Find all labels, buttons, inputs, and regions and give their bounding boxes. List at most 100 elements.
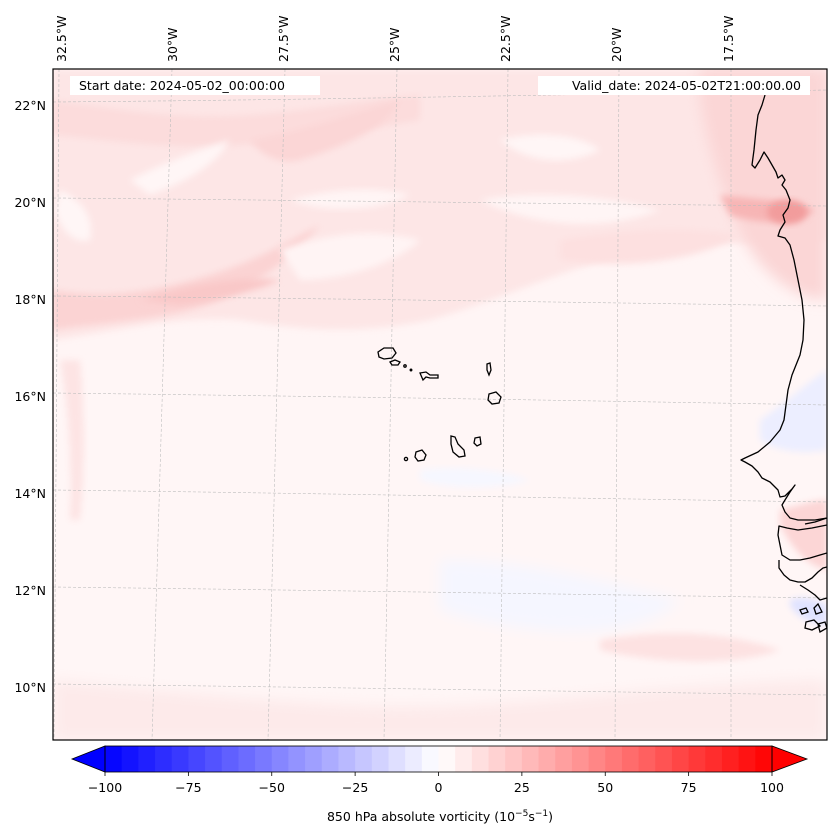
vorticity-band [700, 69, 827, 300]
vorticity-band [250, 100, 400, 162]
lat-tick-label: 10°N [14, 680, 46, 695]
island-santiago [450, 435, 466, 458]
lat-tick-label: 18°N [14, 292, 46, 307]
vorticity-field [53, 69, 827, 740]
colorbar-tick-label: 75 [681, 780, 697, 795]
island-bijagos-3 [804, 619, 822, 631]
island-bijagos-1 [799, 607, 809, 615]
start-date-box [70, 76, 320, 95]
colorbar-cell [538, 746, 556, 772]
lon-tick-label: 25°W [387, 27, 402, 62]
vorticity-band [53, 225, 320, 330]
lon-tick-label: 32.5°W [54, 16, 69, 62]
colorbar-cell [188, 746, 206, 772]
colorbar-cell [138, 746, 156, 772]
colorbar-cell [405, 746, 423, 772]
lon-tick-label: 22.5°W [498, 16, 513, 62]
colorbar-cell [655, 746, 673, 772]
coastline-guinea [799, 584, 827, 601]
colorbar-ticks: −100 −75 −50 −25 0 25 50 75 100 [88, 772, 784, 795]
colorbar-cell [455, 746, 473, 772]
lon-tick-label: 20°W [609, 27, 624, 62]
meridian [499, 69, 509, 740]
coastline-guinea-bissau [778, 560, 827, 583]
vorticity-band [280, 233, 420, 280]
vorticity-band [560, 229, 740, 264]
colorbar-tick-label: 0 [435, 780, 443, 795]
colorbar: −100 −75 −50 −25 0 25 50 75 100 850 hPa absolute… [70, 745, 809, 824]
colorbar-cell [105, 746, 123, 772]
meridian [53, 69, 60, 740]
lat-tick-label: 22°N [14, 98, 46, 113]
coastline-senegal-south [777, 524, 827, 561]
colorbar-cell [305, 746, 323, 772]
vorticity-band [600, 633, 780, 662]
colorbar-cell [421, 746, 440, 772]
island-sal [486, 362, 492, 377]
colorbar-cell [571, 746, 590, 772]
island-santo-antao [377, 347, 397, 360]
colorbar-cell [238, 746, 256, 772]
lat-tick-label: 14°N [14, 486, 46, 501]
colorbar-cell [221, 746, 240, 772]
colorbar-cell [155, 746, 173, 772]
colorbar-tick-label: −100 [88, 780, 122, 795]
colorbar-cell [621, 746, 640, 772]
lon-tick-label: 17.5°W [721, 16, 736, 62]
vorticity-band [140, 278, 280, 305]
colorbar-cell [705, 746, 723, 772]
colorbar-cell [555, 746, 573, 772]
vorticity-maximum [767, 200, 807, 224]
vorticity-band [420, 468, 530, 488]
island-sao-vicente [389, 359, 401, 366]
vorticity-band [55, 190, 91, 241]
meridian [151, 69, 173, 740]
colorbar-tick-label: −25 [342, 780, 368, 795]
lon-tick-label: 27.5°W [276, 16, 291, 62]
meridian [614, 69, 620, 740]
colorbar-cell [121, 746, 139, 772]
colorbar-cell [605, 746, 623, 772]
island-sao-nicolau [419, 371, 439, 382]
vorticity-band [500, 134, 600, 161]
parallel [53, 295, 827, 307]
vorticity-band [480, 194, 660, 224]
colorbar-cell [205, 746, 223, 772]
lat-tick-label: 20°N [14, 195, 46, 210]
colorbar-cell [471, 746, 490, 772]
parallel [53, 586, 827, 599]
valid-date-label: Valid_date: 2024-05-02T21:00:00.00 [572, 78, 801, 93]
colorbar-cell [288, 746, 306, 772]
colorbar-tick-label: 50 [597, 780, 613, 795]
colorbar-cell [255, 746, 273, 772]
valid-date-box [538, 76, 810, 95]
colorbar-cell [171, 746, 189, 772]
colorbar-extend-max-arrow [771, 745, 809, 773]
vorticity-band [780, 500, 827, 570]
colorbar-cell [505, 746, 523, 772]
vorticity-band [290, 189, 410, 210]
parallel [53, 489, 827, 503]
vorticity-band [440, 560, 680, 632]
colorbar-cell [338, 746, 356, 772]
meridian [383, 69, 398, 740]
colorbar-cell [671, 746, 690, 772]
island-maio [473, 436, 482, 447]
island-fogo [414, 449, 427, 462]
colorbar-cell [355, 746, 373, 772]
vorticity-band [760, 370, 827, 452]
colorbar-tick-label: −75 [175, 780, 201, 795]
colorbar-cell [388, 746, 406, 772]
coastline-mauritania [740, 94, 827, 521]
colorbar-label: 850 hPa absolute vorticity (10−5s−1) [327, 809, 553, 824]
lat-tick-label: 16°N [14, 389, 46, 404]
island-bijagos-2 [813, 602, 823, 615]
vorticity-band [53, 680, 827, 740]
parallel [53, 392, 827, 406]
colorbar-cell [371, 746, 390, 772]
vorticity-band [53, 360, 827, 740]
island-boa-vista [487, 391, 502, 405]
vorticity-band [60, 360, 84, 520]
west-africa-coastline [740, 94, 827, 633]
